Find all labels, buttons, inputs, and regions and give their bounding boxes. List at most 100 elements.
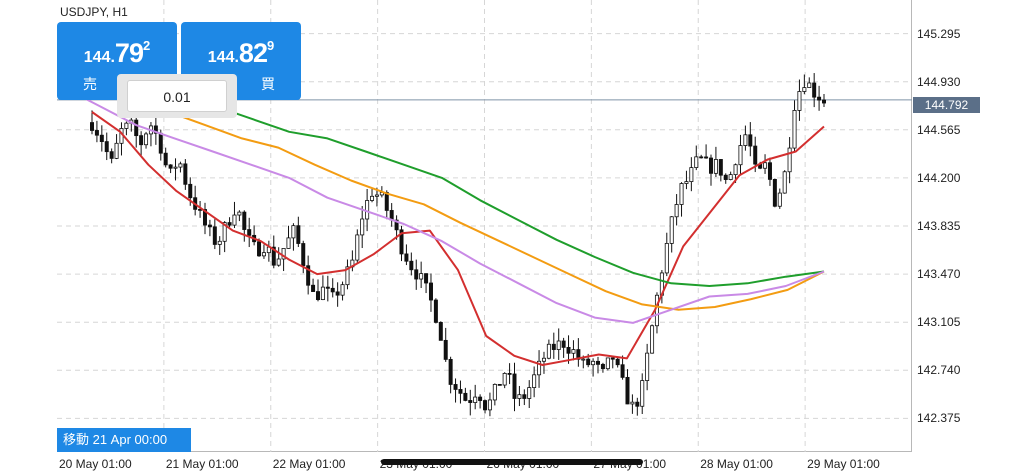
sell-price: 144.792 — [57, 38, 177, 69]
candle-body — [232, 214, 237, 226]
candle-body — [212, 226, 217, 245]
candle-body — [767, 162, 772, 180]
candle-body — [458, 389, 463, 394]
candle-body — [517, 394, 522, 399]
candle-body — [473, 396, 478, 403]
candle-body — [468, 400, 473, 403]
sell-price-main: 79 — [114, 38, 144, 68]
candle-body — [507, 372, 512, 375]
candle-body — [487, 399, 492, 411]
candle-body — [124, 122, 129, 129]
buy-price-pip: 9 — [266, 38, 275, 53]
candle-body — [797, 91, 802, 111]
candle-body — [537, 360, 542, 376]
candle-body — [139, 135, 144, 146]
candle-body — [325, 286, 330, 289]
candle-body — [728, 174, 733, 180]
candle-body — [340, 284, 345, 296]
candle-body — [689, 167, 694, 183]
candle-body — [620, 364, 625, 378]
y-tick-label: 143.470 — [917, 267, 961, 282]
x-tick-label: 28 May 01:00 — [700, 457, 773, 471]
candle-body — [763, 162, 768, 169]
goto-date-button[interactable]: 移動 21 Apr 00:00 — [57, 428, 191, 452]
buy-price: 144.829 — [181, 38, 301, 69]
candle-body — [792, 110, 797, 149]
candle-body — [360, 218, 365, 236]
candle-body — [90, 122, 95, 131]
candle-body — [492, 383, 497, 401]
candle-body — [782, 171, 787, 194]
candle-body — [610, 357, 615, 360]
candle-body — [777, 192, 782, 207]
candle-body — [365, 200, 370, 220]
candle-body — [222, 222, 227, 242]
candle-body — [596, 360, 601, 365]
candle-body — [276, 258, 281, 266]
candle-body — [625, 376, 630, 405]
candle-body — [153, 125, 158, 134]
candle-body — [586, 358, 591, 366]
candle-body — [591, 360, 596, 366]
moving-average-line — [59, 71, 825, 311]
candle-body — [443, 339, 448, 360]
home-indicator[interactable] — [381, 459, 643, 465]
x-tick-label: 20 May 01:00 — [59, 457, 132, 471]
candle-body — [94, 130, 99, 136]
candle-body — [822, 99, 827, 104]
candle-body — [640, 380, 645, 407]
candle-body — [428, 282, 433, 301]
candle-body — [320, 286, 325, 301]
candle-body — [202, 209, 207, 226]
sell-price-pip: 2 — [142, 38, 151, 53]
candle-body — [478, 396, 483, 401]
buy-price-main: 82 — [238, 38, 268, 68]
x-tick-label: 21 May 01:00 — [165, 457, 239, 471]
candle-body — [414, 269, 419, 280]
candle-body — [227, 222, 232, 226]
candle-body — [733, 164, 738, 176]
candle-body — [541, 357, 546, 362]
candle-body — [699, 156, 704, 159]
candle-body — [399, 229, 404, 255]
candle-body — [615, 358, 620, 366]
candle-body — [650, 325, 655, 354]
candle-body — [630, 401, 635, 405]
candle-body — [355, 234, 360, 261]
candle-body — [753, 145, 758, 165]
candle-body — [600, 363, 605, 370]
candle-body — [217, 240, 222, 245]
x-tick-label: 29 May 01:00 — [807, 457, 880, 471]
candle-body — [812, 82, 817, 98]
y-tick-label: 144.200 — [917, 170, 961, 185]
candle-body — [748, 134, 753, 147]
candle-body — [335, 291, 340, 296]
candle-body — [566, 346, 571, 354]
candle-body — [315, 291, 320, 301]
candle-body — [448, 359, 453, 385]
candle-body — [674, 204, 679, 218]
candle-body — [291, 225, 296, 239]
candle-body — [183, 163, 188, 185]
candle-body — [109, 151, 114, 159]
candle-body — [99, 134, 104, 142]
candle-body — [546, 343, 551, 359]
candle-body — [817, 96, 822, 101]
lot-size-input[interactable]: 0.01 — [127, 80, 227, 112]
candle-body — [281, 248, 286, 260]
candle-body — [684, 181, 689, 184]
candle-body — [247, 229, 252, 236]
candle-body — [144, 133, 149, 146]
candle-body — [178, 163, 183, 168]
candle-body — [664, 243, 669, 274]
candle-body — [635, 401, 640, 407]
candle-body — [257, 241, 262, 257]
candle-body — [556, 340, 561, 350]
candle-body — [237, 211, 242, 216]
candle-body — [605, 357, 610, 370]
candle-body — [787, 147, 792, 173]
candle-body — [158, 132, 163, 154]
candle-body — [581, 358, 586, 361]
candle-body — [286, 237, 291, 249]
